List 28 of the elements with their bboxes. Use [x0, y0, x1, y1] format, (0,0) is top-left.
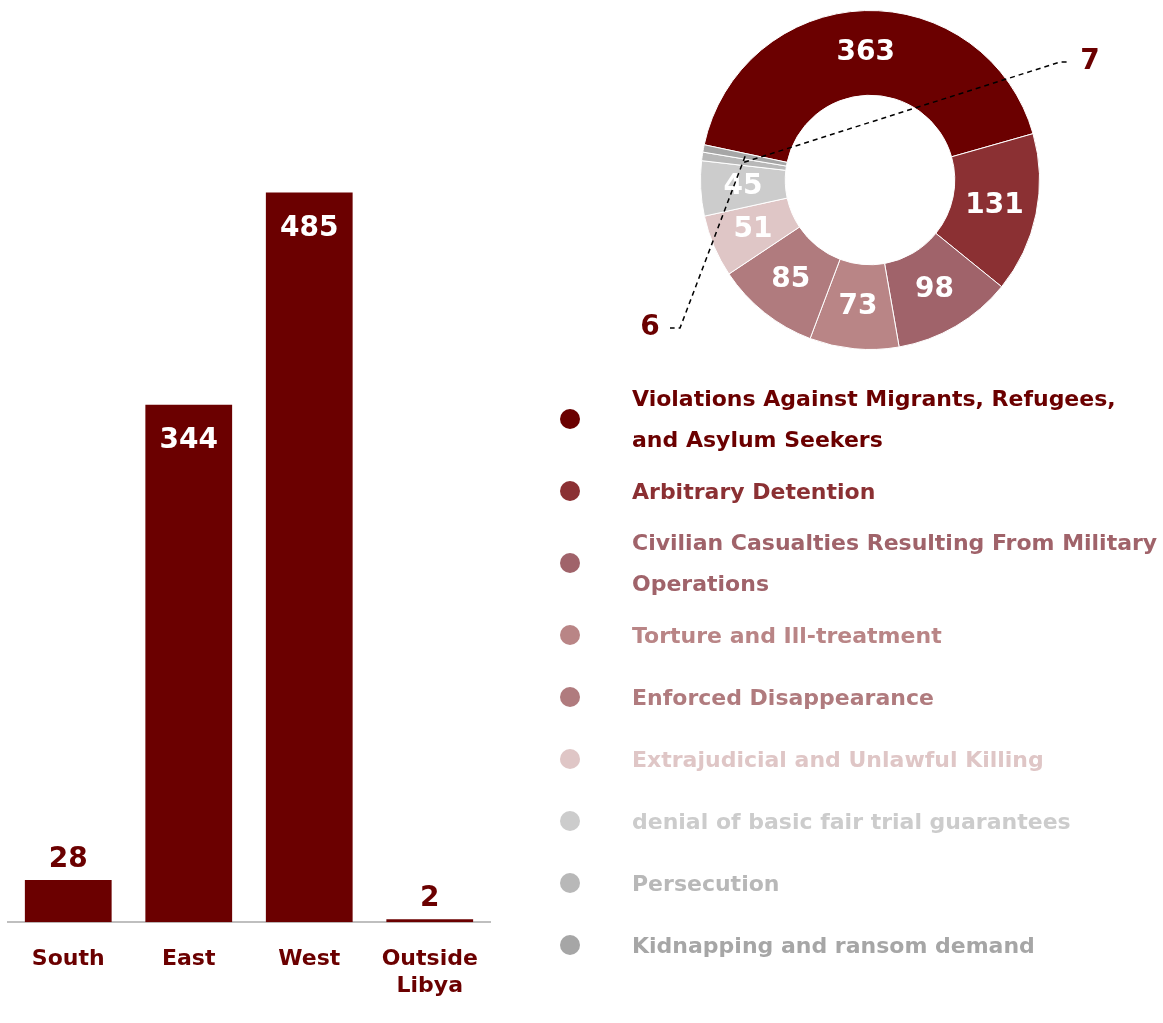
bar — [145, 404, 233, 923]
x-tick-label: East — [162, 945, 216, 971]
data-label: 98 — [914, 270, 954, 304]
legend-label: Civilian Casualties Resulting From Military Operations — [632, 529, 1159, 598]
x-tick-label: Outside Libya — [381, 945, 478, 997]
x-tick-label: South — [31, 945, 105, 971]
data-label: 485 — [280, 209, 339, 243]
data-label: 2 — [420, 880, 440, 914]
data-label: 51 — [733, 210, 773, 244]
data-label: 73 — [838, 287, 878, 321]
data-label: 6 — [640, 309, 660, 343]
x-tick-label: West — [278, 945, 341, 971]
data-label: 344 — [159, 421, 218, 455]
legend-label: Violations Against Migrants, Refugees, and Asylum Seekers — [632, 385, 1117, 454]
data-label: 7 — [1080, 43, 1100, 77]
data-label: 85 — [771, 260, 811, 294]
legend-label: Torture and Ill-treatment — [632, 621, 942, 650]
data-label: 131 — [965, 186, 1024, 220]
legend-label: Extrajudicial and Unlawful Killing — [632, 745, 1044, 774]
legend-label: Kidnapping and ransom demand — [632, 931, 1035, 960]
data-label: 363 — [836, 34, 895, 68]
legend-label: Persecution — [632, 869, 780, 898]
bar — [24, 880, 112, 923]
bar — [265, 192, 353, 923]
legend-label: Arbitrary Detention — [632, 477, 876, 506]
legend-label: Enforced Disappearance — [632, 683, 934, 712]
data-label: 28 — [48, 841, 88, 875]
bar — [386, 919, 474, 923]
